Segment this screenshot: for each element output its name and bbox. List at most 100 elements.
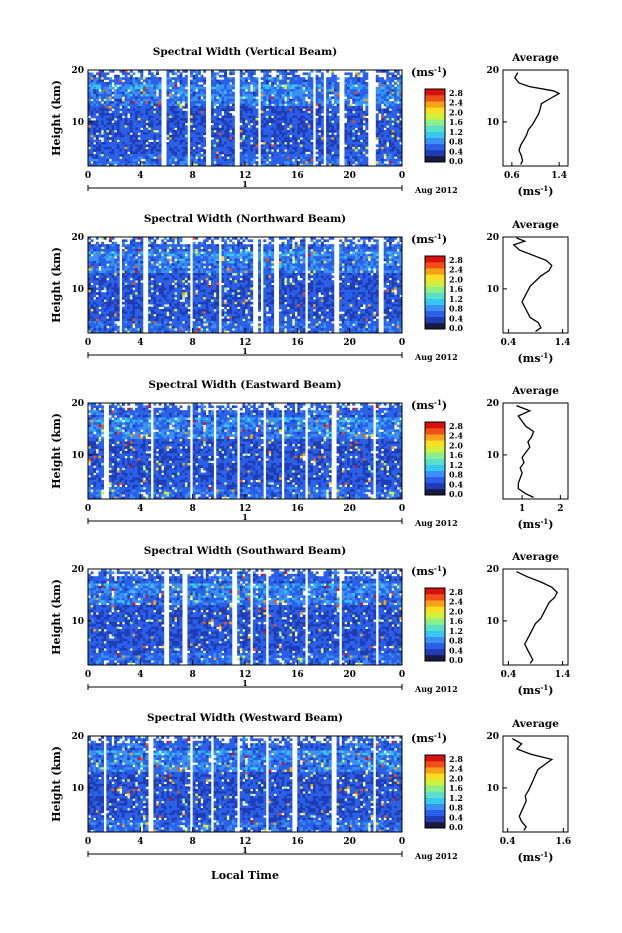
average-title: Average [511,718,559,730]
colorbar-tick: 0.0 [449,156,463,166]
colorbar-tick: 2.4 [449,597,463,607]
x-tick-label: 0 [399,171,405,181]
date-label: Aug 2012 [414,684,458,694]
colorbar-tick: 0.0 [449,655,463,665]
x-tick-label: 16 [291,338,304,348]
x-tick-label: 16 [291,504,304,514]
average-x-tick: 0.4 [501,670,517,680]
colorbar-tick: 2.0 [449,107,463,117]
average-y-tick: 10 [486,118,499,128]
average-profile-line [515,73,559,165]
date-label: Aug 2012 [414,185,458,195]
x-tick-label: 20 [343,837,356,847]
average-frame [503,736,568,832]
y-tick-label: 10 [71,285,84,295]
colorbar: 2.82.42.01.61.20.80.40.0 [425,587,463,665]
date-label: Aug 2012 [414,518,458,528]
x-tick-label: 20 [343,171,356,181]
colorbar-tick: 2.4 [449,431,463,441]
y-axis-label: Height (km) [50,80,63,156]
colorbar: 2.82.42.01.61.20.80.40.0 [425,754,463,832]
average-unit: (ms-1) [517,351,553,365]
average-y-tick: 20 [486,399,499,409]
y-axis-label: Height (km) [50,746,63,822]
colorbar-tick: 2.8 [449,255,463,265]
colorbar-unit: (ms-1) [411,65,447,79]
day-label: 1 [242,678,248,688]
average-frame [503,569,568,665]
average-y-tick: 10 [486,784,499,794]
y-tick-label: 10 [71,784,84,794]
panel-2: Spectral Width (Northward Beam)2010Heigh… [50,213,570,362]
colorbar-tick: 2.0 [449,773,463,783]
x-tick-label: 0 [399,670,405,680]
y-tick-label: 20 [71,732,84,742]
x-tick-label: 4 [137,504,143,514]
average-profile-line [516,406,533,498]
colorbar-tick: 0.8 [449,803,463,813]
average-x-tick: 0.6 [504,171,520,181]
average-profile-line [512,739,552,831]
x-axis-label: Local Time [211,869,279,882]
panel-title: Spectral Width (Westward Beam) [147,712,343,724]
x-tick-label: 0 [399,504,405,514]
colorbar-tick: 2.0 [449,274,463,284]
average-y-tick: 20 [486,233,499,243]
average-y-tick: 10 [486,451,499,461]
colorbar-tick: 2.4 [449,98,463,108]
colorbar-tick: 2.8 [449,88,463,98]
average-unit: (ms-1) [517,850,553,864]
x-tick-label: 4 [137,837,143,847]
heatmap [88,403,402,499]
colorbar-tick: 0.4 [449,146,463,156]
y-tick-label: 20 [71,66,84,76]
y-tick-label: 10 [71,118,84,128]
x-tick-label: 0 [85,171,91,181]
x-tick-label: 4 [137,670,143,680]
colorbar-tick: 1.6 [449,117,463,127]
colorbar-tick: 0.0 [449,489,463,499]
x-tick-label: 0 [399,837,405,847]
colorbar-tick: 2.8 [449,754,463,764]
colorbar: 2.82.42.01.61.20.80.40.0 [425,421,463,499]
colorbar-tick: 1.2 [449,294,463,304]
colorbar-tick: 0.8 [449,304,463,314]
colorbar-unit: (ms-1) [411,398,447,412]
date-label: Aug 2012 [414,352,458,362]
colorbar-unit: (ms-1) [411,232,447,246]
colorbar-tick: 1.6 [449,783,463,793]
colorbar-tick: 1.6 [449,450,463,460]
x-tick-label: 0 [85,338,91,348]
colorbar-tick: 0.4 [449,479,463,489]
x-tick-label: 16 [291,837,304,847]
day-label: 1 [242,179,248,189]
panel-title: Spectral Width (Eastward Beam) [148,379,341,391]
average-title: Average [511,551,559,563]
average-y-tick: 10 [486,285,499,295]
heatmap [88,736,402,832]
panel-5: Spectral Width (Westward Beam) 20 10 Height… [50,712,571,861]
average-title: Average [511,385,559,397]
colorbar-tick: 2.4 [449,265,463,275]
average-x-tick: 1 [519,504,525,514]
x-tick-label: 4 [137,338,143,348]
y-tick-label: 10 [71,617,84,627]
colorbar-unit: (ms-1) [411,731,447,745]
colorbar-tick: 1.2 [449,127,463,137]
average-y-tick: 20 [486,66,499,76]
x-tick-label: 8 [190,338,196,348]
x-tick-label: 0 [85,670,91,680]
colorbar-tick: 0.4 [449,313,463,323]
average-profile-line [514,238,552,331]
x-tick-label: 8 [190,504,196,514]
y-tick-label: 20 [71,565,84,575]
y-axis-label: Height (km) [50,247,63,323]
colorbar-tick: 0.8 [449,470,463,480]
average-x-tick: 1.4 [555,338,571,348]
x-tick-label: 0 [85,504,91,514]
y-tick-label: 20 [71,399,84,409]
heatmap [88,237,402,333]
average-unit: (ms-1) [517,184,553,198]
average-frame [503,403,568,499]
